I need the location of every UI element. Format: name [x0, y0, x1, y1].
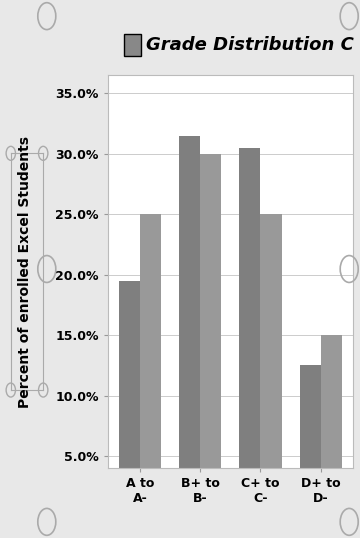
Text: Grade Distribution C: Grade Distribution C — [146, 36, 354, 54]
Bar — [119, 281, 140, 516]
Bar — [200, 154, 221, 516]
Bar — [321, 335, 342, 516]
Bar — [140, 214, 161, 516]
Bar — [261, 214, 282, 516]
Text: Percent of enrolled Excel Students: Percent of enrolled Excel Students — [18, 136, 32, 408]
Bar — [239, 148, 261, 516]
Bar — [300, 365, 321, 516]
Bar — [179, 136, 200, 516]
